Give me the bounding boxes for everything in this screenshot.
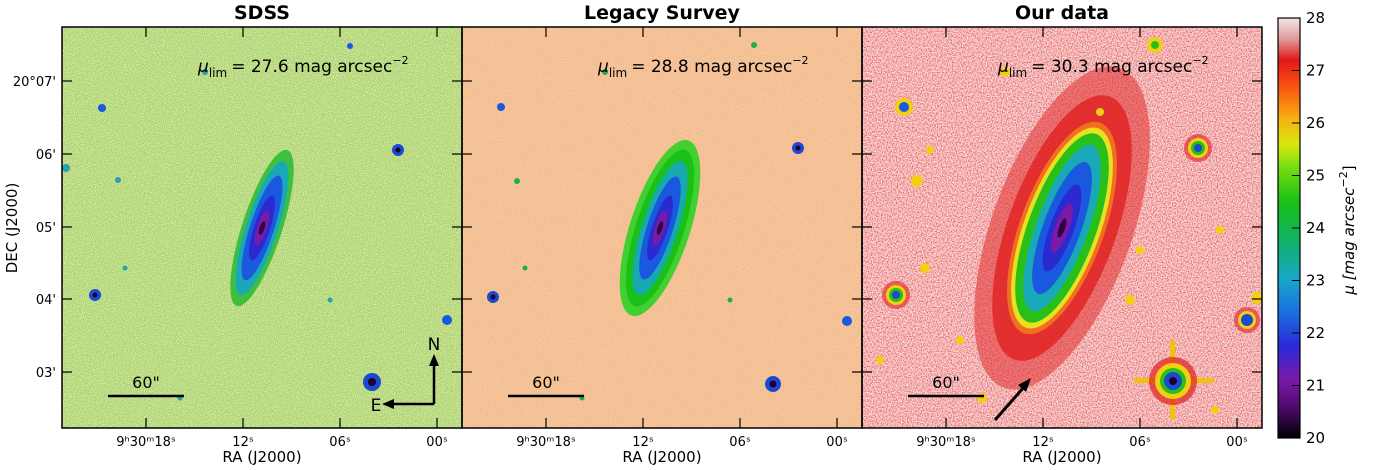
cbar-tick-23: 23 <box>1306 272 1325 290</box>
panel-our-data <box>862 27 1262 428</box>
galaxy-legacy <box>619 140 701 316</box>
x-tick-p3-1: 12ˢ <box>1032 435 1054 450</box>
y-tick-0: 20°07' <box>13 75 56 90</box>
x-axis-label-p3: RA (J2000) <box>1022 448 1101 466</box>
x-tick-p1-0: 9ʰ30ᵐ18ˢ <box>116 435 176 450</box>
scale-label-legacy: 60" <box>532 373 560 392</box>
cbar-tick-28: 28 <box>1306 9 1325 27</box>
x-tick-p3-2: 06ˢ <box>1129 435 1151 450</box>
stars-legacy <box>487 42 852 401</box>
x-tick-p1-3: 00ˢ <box>426 435 448 450</box>
cbar-tick-27: 27 <box>1306 62 1325 80</box>
x-tick-p1-2: 06ˢ <box>329 435 351 450</box>
cbar-tick-26: 26 <box>1306 114 1325 132</box>
y-tick-marks <box>62 80 1262 373</box>
mu-lim-legacy: μlim = 28.8 mag arcsec−2 <box>597 54 809 80</box>
feature-arrow <box>993 378 1031 421</box>
x-tick-p2-2: 06ˢ <box>729 435 751 450</box>
x-tick-p3-0: 9ʰ30ᵐ18ˢ <box>916 435 976 450</box>
compass-north: N <box>428 335 441 355</box>
scale-label-our: 60" <box>932 373 960 392</box>
y-tick-4: 03' <box>36 366 56 381</box>
colorbar: 28 27 26 25 24 23 22 21 20 μ [mag arcsec… <box>1277 9 1358 447</box>
mu-lim-sdss: μlim = 27.6 mag arcsec−2 <box>197 54 409 80</box>
y-tick-1: 06' <box>36 148 56 163</box>
x-tick-p2-3: 00ˢ <box>826 435 848 450</box>
panel-legacy-survey <box>462 27 862 428</box>
x-tick-p2-1: 12ˢ <box>632 435 654 450</box>
galaxy-our <box>974 66 1150 390</box>
y-axis-label: DEC (J2000) <box>3 183 21 274</box>
x-tick-marks <box>145 27 1238 428</box>
cbar-tick-21: 21 <box>1306 377 1325 395</box>
stars-sdss <box>62 43 452 401</box>
cbar-tick-20: 20 <box>1306 429 1325 447</box>
panel-title-our: Our data <box>1015 2 1109 24</box>
compass-east: E <box>371 396 382 416</box>
panel-title-legacy: Legacy Survey <box>584 2 741 24</box>
cbar-tick-24: 24 <box>1306 219 1325 237</box>
x-axis-label-p2: RA (J2000) <box>622 448 701 466</box>
compass: N E <box>371 335 441 416</box>
scale-label-sdss: 60" <box>132 373 160 392</box>
colorbar-label: μ [mag arcsec−2] <box>1337 165 1358 295</box>
y-tick-2: 05' <box>36 221 56 236</box>
panel-title-sdss: SDSS <box>234 2 290 24</box>
mu-lim-our: μlim = 30.3 mag arcsec−2 <box>997 54 1209 80</box>
y-tick-3: 04' <box>36 293 56 308</box>
galaxy-sdss <box>230 149 294 307</box>
x-axis-label-p1: RA (J2000) <box>222 448 301 466</box>
cbar-tick-25: 25 <box>1306 167 1325 185</box>
x-tick-p3-3: 00ˢ <box>1226 435 1248 450</box>
stars-our <box>876 37 1262 420</box>
cbar-tick-22: 22 <box>1306 324 1325 342</box>
panel-sdss <box>62 27 462 428</box>
x-tick-p1-1: 12ˢ <box>232 435 254 450</box>
x-tick-p2-0: 9ʰ30ᵐ18ˢ <box>516 435 576 450</box>
